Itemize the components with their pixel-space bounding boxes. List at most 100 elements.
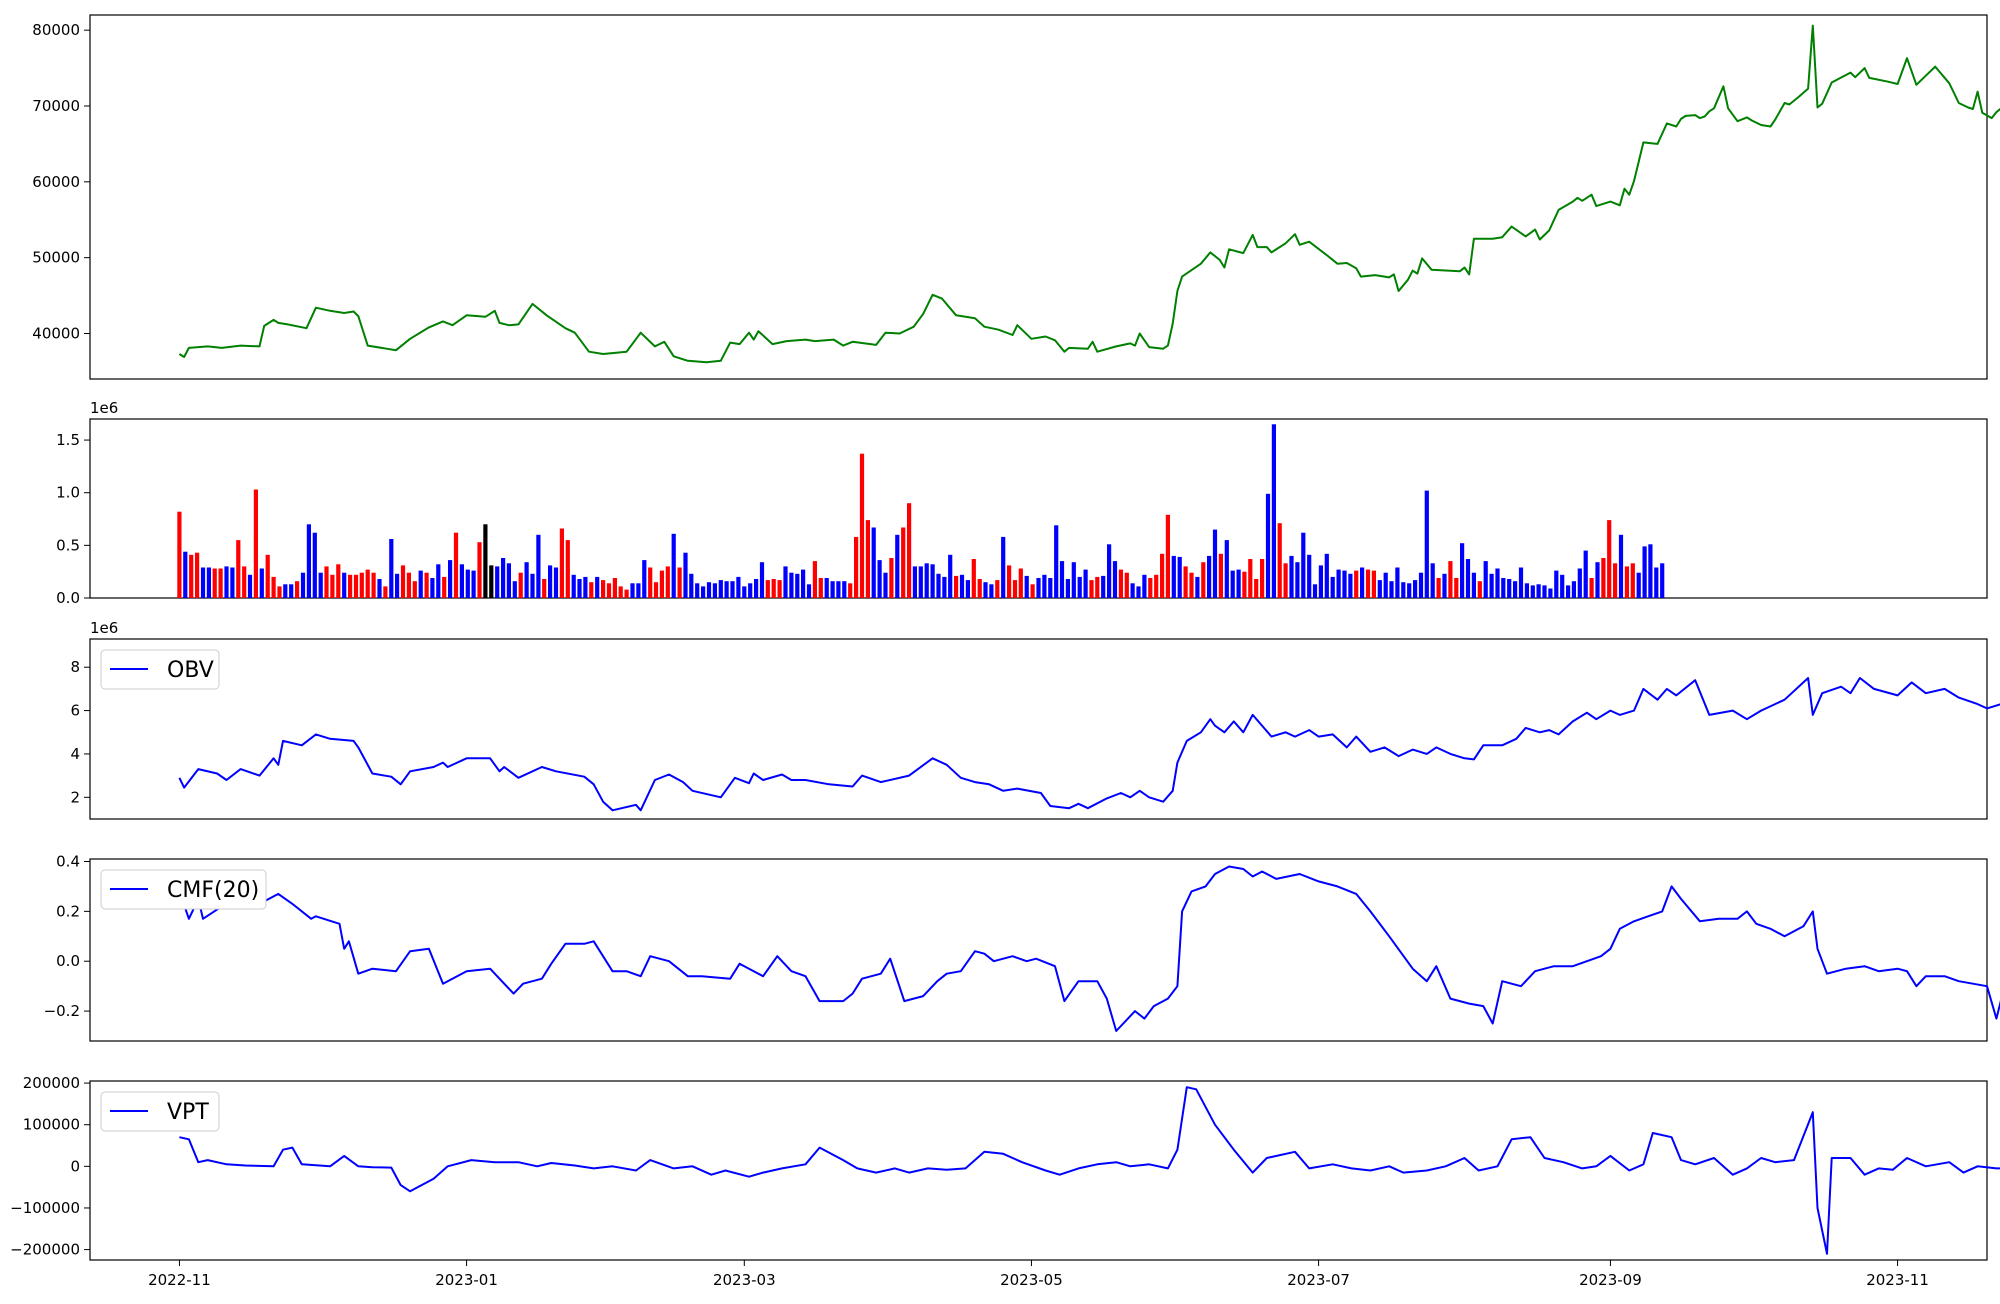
volume-bar bbox=[730, 581, 735, 598]
volume-bar bbox=[1042, 574, 1047, 598]
volume-bar bbox=[942, 576, 947, 598]
volume-bar bbox=[1648, 544, 1653, 598]
volume-bar bbox=[930, 564, 935, 598]
volume-bar bbox=[912, 566, 917, 598]
volume-bar bbox=[1136, 586, 1141, 598]
volume-bar bbox=[1607, 520, 1612, 598]
volume-bar bbox=[365, 569, 370, 598]
volume-bar bbox=[395, 573, 400, 598]
volume-bar bbox=[971, 559, 976, 598]
x-tick-label: 2023-03 bbox=[713, 1271, 776, 1289]
volume-bar bbox=[477, 542, 482, 598]
volume-bar bbox=[318, 572, 323, 598]
volume-bar bbox=[1554, 570, 1559, 598]
volume-bar bbox=[1660, 563, 1665, 598]
volume-bar bbox=[418, 570, 423, 598]
volume-bar bbox=[1054, 525, 1059, 598]
volume-bar bbox=[342, 572, 347, 598]
volume-bar bbox=[289, 584, 294, 598]
panel-4-ytick-label: 0.2 bbox=[56, 902, 80, 920]
volume-bar bbox=[495, 566, 500, 598]
volume-bar bbox=[1165, 514, 1170, 598]
volume-bar bbox=[371, 572, 376, 598]
volume-bar bbox=[1001, 536, 1006, 598]
volume-bar bbox=[489, 565, 494, 598]
volume-bar bbox=[1336, 569, 1341, 598]
volume-bar bbox=[189, 554, 194, 598]
volume-bar bbox=[959, 574, 965, 598]
volume-bar bbox=[1354, 570, 1359, 598]
panel-5-ytick-label: 200000 bbox=[23, 1074, 80, 1092]
volume-bar bbox=[789, 572, 794, 598]
volume-bar bbox=[1130, 583, 1135, 598]
volume-bar bbox=[453, 532, 459, 598]
volume-bar bbox=[965, 580, 970, 598]
volume-bar bbox=[754, 579, 759, 598]
volume-bar bbox=[1236, 569, 1241, 598]
volume-bar bbox=[1454, 578, 1459, 598]
volume-bar bbox=[259, 568, 264, 598]
volume-bar bbox=[601, 580, 606, 598]
volume-bar bbox=[295, 581, 300, 598]
volume-bar bbox=[1036, 578, 1041, 598]
panel-4-frame bbox=[89, 858, 1988, 1042]
panel-3-frame bbox=[89, 638, 1988, 820]
volume-bar bbox=[1365, 569, 1371, 598]
volume-bar bbox=[224, 566, 229, 598]
volume-bar bbox=[589, 582, 594, 598]
volume-bar bbox=[524, 562, 529, 598]
volume-bar bbox=[1518, 567, 1524, 598]
volume-bar bbox=[330, 574, 335, 598]
volume-bar bbox=[712, 583, 717, 598]
volume-bar bbox=[1471, 572, 1476, 598]
volume-bar bbox=[1265, 493, 1271, 598]
volume-bar bbox=[1071, 562, 1076, 598]
volume-bar bbox=[618, 586, 623, 598]
volume-bar bbox=[1460, 543, 1465, 598]
volume-bar bbox=[1589, 578, 1594, 598]
volume-bar bbox=[706, 582, 712, 598]
volume-bar bbox=[689, 573, 694, 598]
legend-box bbox=[100, 869, 267, 910]
volume-bar bbox=[1371, 570, 1376, 598]
volume-bar bbox=[1624, 566, 1629, 598]
volume-bar bbox=[659, 570, 664, 598]
volume-bar bbox=[195, 552, 200, 598]
volume-bar bbox=[1189, 572, 1194, 598]
volume-bar bbox=[918, 566, 923, 598]
volume-bar bbox=[1507, 579, 1512, 598]
volume-bar bbox=[1430, 563, 1435, 598]
volume-bar bbox=[683, 552, 688, 598]
volume-bar bbox=[1577, 568, 1582, 598]
volume-bar bbox=[1083, 569, 1088, 598]
panel-2-offset-label: 1e6 bbox=[90, 399, 118, 417]
volume-bar bbox=[1483, 561, 1488, 598]
volume-bar bbox=[200, 567, 206, 598]
volume-bar bbox=[1160, 553, 1165, 598]
volume-bar bbox=[736, 576, 741, 598]
panel-5-ytick-label: −100000 bbox=[10, 1199, 80, 1217]
volume-bar bbox=[642, 560, 647, 598]
volume-bar bbox=[748, 583, 753, 598]
volume-bar bbox=[218, 568, 223, 598]
volume-bar bbox=[901, 527, 906, 598]
volume-bar bbox=[677, 567, 682, 598]
panel-3-ytick-label: 8 bbox=[70, 658, 80, 676]
volume-bar bbox=[306, 524, 311, 598]
volume-bar bbox=[1089, 580, 1094, 598]
volume-bar bbox=[1177, 556, 1182, 598]
volume-bar bbox=[412, 581, 417, 598]
volume-bar bbox=[1530, 585, 1535, 598]
volume-bar bbox=[1218, 553, 1223, 598]
obv-line bbox=[178, 677, 2000, 812]
volume-bar bbox=[1295, 562, 1300, 598]
volume-bar bbox=[1401, 582, 1406, 598]
volume-bar bbox=[1007, 565, 1012, 598]
volume-bar bbox=[1118, 569, 1123, 598]
panel-2-ytick-label: 0.0 bbox=[56, 589, 80, 607]
volume-bar bbox=[1377, 580, 1382, 598]
panel-4-ytick-label: 0.4 bbox=[56, 852, 80, 870]
volume-bar bbox=[848, 583, 853, 598]
volume-bar bbox=[759, 562, 765, 598]
volume-bar bbox=[695, 583, 700, 598]
